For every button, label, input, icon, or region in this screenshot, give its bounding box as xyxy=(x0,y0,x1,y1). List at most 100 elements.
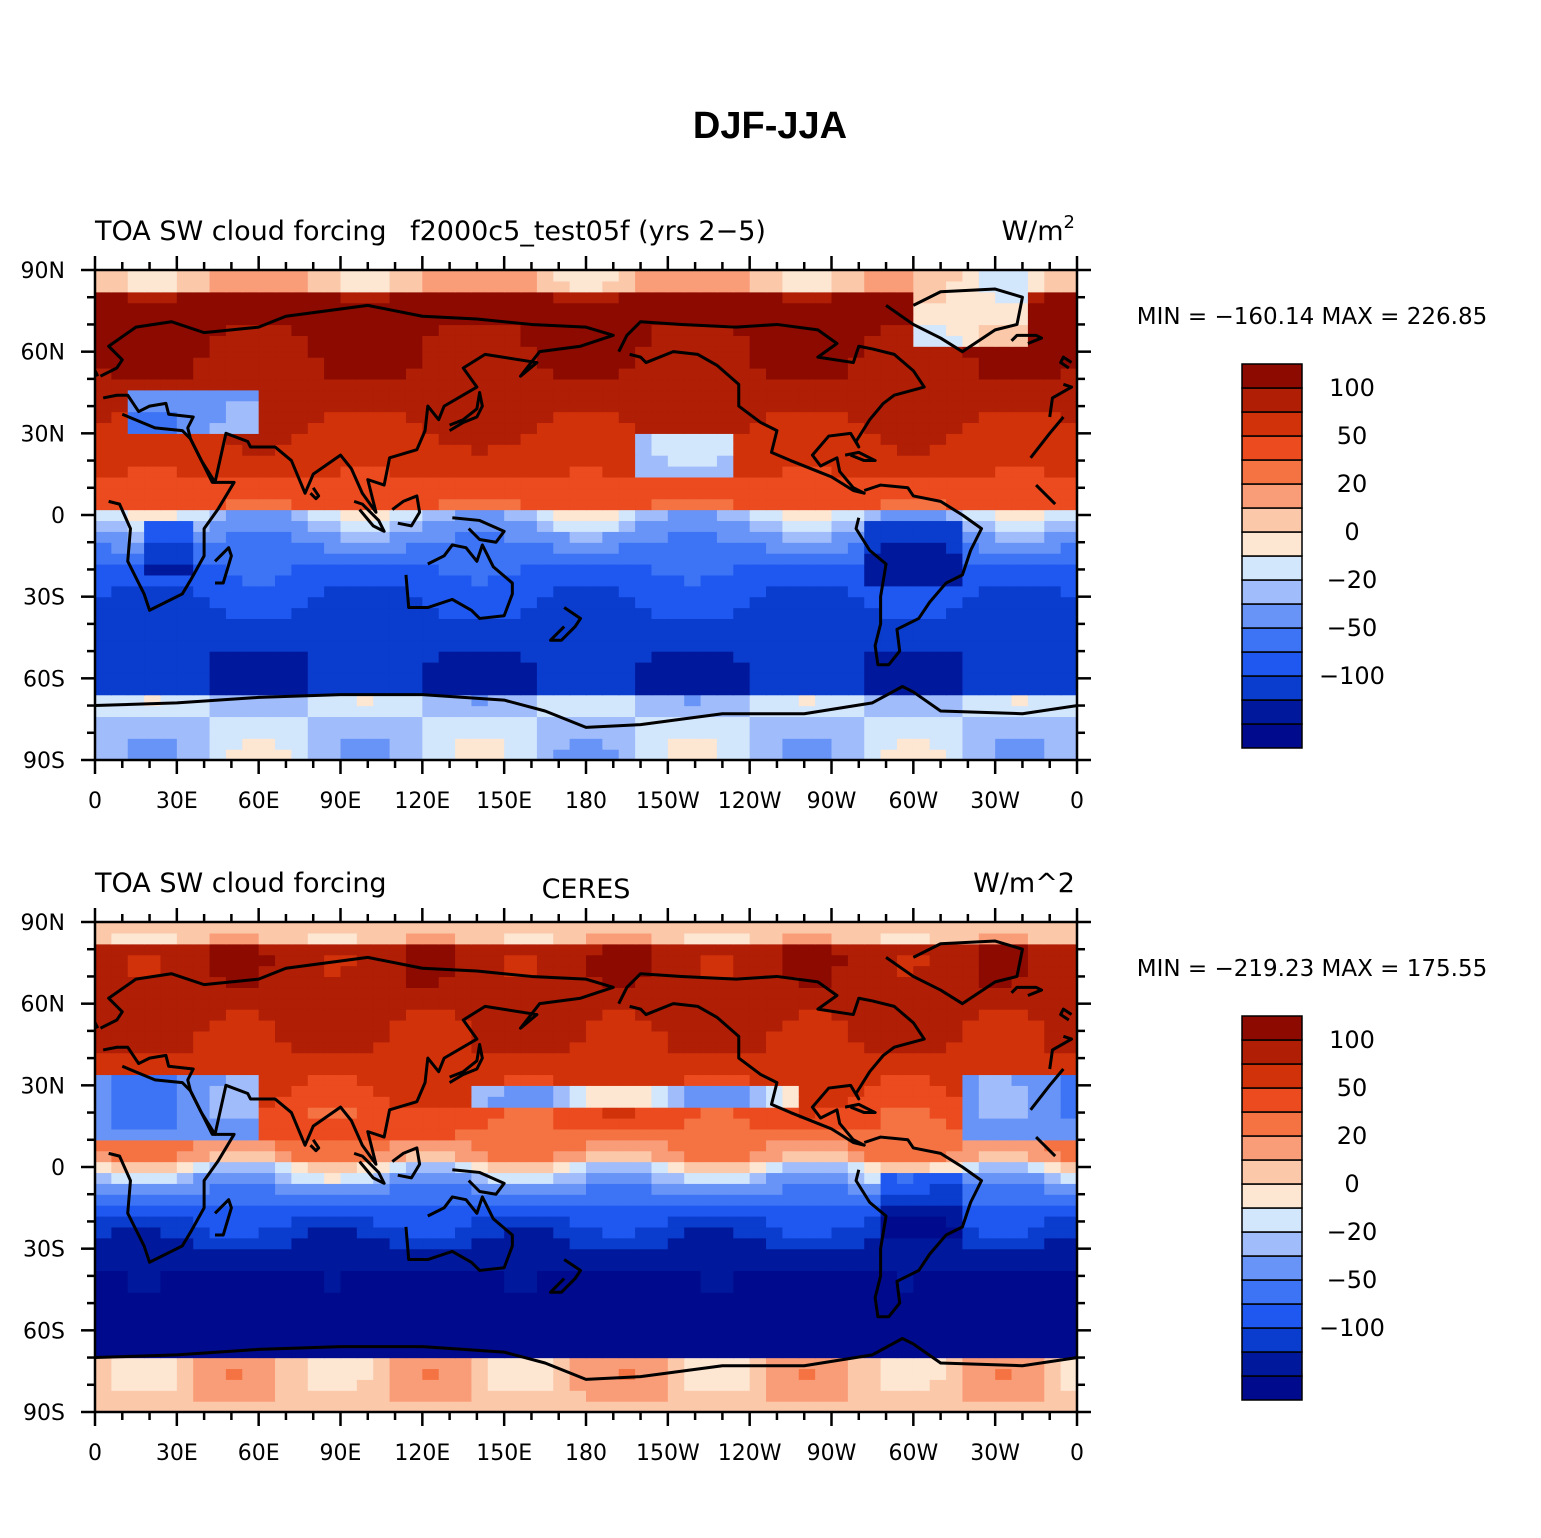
colorbar-swatch xyxy=(1241,1279,1303,1305)
colorbar-swatch xyxy=(1241,675,1303,701)
colorbar-swatch xyxy=(1241,1135,1303,1161)
panel-2-coastlines xyxy=(95,939,1077,1381)
panel-1-colorbar: −100 −50 −20 0 20 50 100 xyxy=(1241,363,1385,749)
colorbar-label: −100 xyxy=(1319,1314,1385,1342)
colorbar-swatch xyxy=(1241,507,1303,533)
panel-1-lon-label: 60W xyxy=(888,789,938,814)
colorbar-label: 100 xyxy=(1329,374,1375,402)
colorbar-label: 50 xyxy=(1337,1074,1368,1102)
panel-2-lon-label: 60E xyxy=(238,1441,280,1466)
colorbar-swatch xyxy=(1241,1111,1303,1137)
panel-2-stats: MIN = −219.23 MAX = 175.55 xyxy=(1137,956,1488,982)
colorbar-swatch xyxy=(1241,627,1303,653)
colorbar-label: −50 xyxy=(1327,1266,1378,1294)
colorbar-label: 20 xyxy=(1337,470,1368,498)
colorbar-swatch xyxy=(1241,531,1303,557)
colorbar-swatch xyxy=(1241,1207,1303,1233)
panel-2-lon-label: 60W xyxy=(888,1441,938,1466)
colorbar-swatch xyxy=(1241,651,1303,677)
panel-2-center-title: CERES xyxy=(542,874,631,905)
panel-1-stats: MIN = −160.14 MAX = 226.85 xyxy=(1137,304,1488,330)
colorbar-swatch xyxy=(1241,411,1303,437)
colorbar-swatch xyxy=(1241,555,1303,581)
colorbar-swatch xyxy=(1241,459,1303,485)
colorbar-swatch xyxy=(1241,1231,1303,1257)
panel-1-lat-label: 30N xyxy=(21,422,65,447)
panel-2-field xyxy=(95,922,1077,1412)
panel-2-units: W/m^2 xyxy=(973,868,1075,899)
colorbar-swatch xyxy=(1241,1327,1303,1353)
panel-1-lon-label: 60E xyxy=(238,789,280,814)
panel-1-coastlines xyxy=(95,287,1077,729)
panel-1-lat-label: 30S xyxy=(23,586,65,611)
colorbar-swatch xyxy=(1241,1063,1303,1089)
panel-2-lat-label: 90S xyxy=(23,1401,65,1426)
panel-1-center-title: f2000c5_test05f (yrs 2−5) xyxy=(410,216,766,247)
panel-2-ticks xyxy=(81,908,1091,1426)
colorbar-swatch xyxy=(1241,579,1303,605)
colorbar-swatch xyxy=(1241,603,1303,629)
colorbar-label: −50 xyxy=(1327,614,1378,642)
colorbar-swatch xyxy=(1241,1375,1303,1401)
colorbar-swatch xyxy=(1241,1351,1303,1377)
panel-2-lat-label: 60S xyxy=(23,1319,65,1344)
panel-1-lon-label: 90E xyxy=(320,789,362,814)
colorbar-swatch xyxy=(1241,363,1303,389)
panel-2: 0 30E 60E 90E 120E 150E 180 150W 120W 90W 60W 30W 09… xyxy=(21,868,1488,1466)
panel-2-lat-label: 60N xyxy=(21,993,65,1018)
panel-1-lon-label: 120E xyxy=(394,789,450,814)
panel-2-lat-label: 90N xyxy=(21,911,65,936)
colorbar-label: −20 xyxy=(1327,566,1378,594)
colorbar-swatch xyxy=(1241,1159,1303,1185)
panel-2-lon-label: 180 xyxy=(565,1441,607,1466)
colorbar-label: −20 xyxy=(1327,1218,1378,1246)
colorbar-label: 0 xyxy=(1344,1170,1359,1198)
panel-2-lon-label: 30W xyxy=(970,1441,1020,1466)
colorbar-swatch xyxy=(1241,1039,1303,1065)
colorbar-swatch xyxy=(1241,699,1303,725)
panel-1-lon-label: 0 xyxy=(1070,789,1084,814)
panel-1-lon-label: 90W xyxy=(807,789,857,814)
panel-1-lat-label: 60N xyxy=(21,341,65,366)
panel-1-lon-label: 150E xyxy=(476,789,532,814)
panel-1-lat-label: 90N xyxy=(21,259,65,284)
panel-2-lon-label: 0 xyxy=(88,1441,102,1466)
colorbar-label: 0 xyxy=(1344,518,1359,546)
panel-2-lon-label: 150W xyxy=(636,1441,700,1466)
colorbar-label: 50 xyxy=(1337,422,1368,450)
panel-2-lat-label: 30N xyxy=(21,1074,65,1099)
figure-title: DJF-JJA xyxy=(693,105,847,147)
panel-2-lon-label: 150E xyxy=(476,1441,532,1466)
colorbar-swatch xyxy=(1241,723,1303,749)
colorbar-swatch xyxy=(1241,483,1303,509)
colorbar-swatch xyxy=(1241,435,1303,461)
panel-2-left-title: TOA SW cloud forcing xyxy=(94,868,387,899)
panel-1-left-title: TOA SW cloud forcing xyxy=(94,216,387,247)
colorbar-swatch xyxy=(1241,1015,1303,1041)
panel-2-lon-label: 120E xyxy=(394,1441,450,1466)
panel-1-lat-label: 60S xyxy=(23,667,65,692)
panel-1-field xyxy=(95,270,1077,760)
colorbar-swatch xyxy=(1241,1303,1303,1329)
panel-1-lon-label: 30E xyxy=(156,789,198,814)
panel-2-lat-label: 0 xyxy=(51,1156,65,1181)
panel-1-lon-label: 180 xyxy=(565,789,607,814)
colorbar-swatch xyxy=(1241,1255,1303,1281)
panel-1-lon-label: 30W xyxy=(970,789,1020,814)
panel-2-colorbar: −100 −50 −20 0 20 50 100 xyxy=(1241,1015,1385,1401)
panel-1-ticks xyxy=(81,256,1091,774)
panel-2-lon-label: 30E xyxy=(156,1441,198,1466)
panel-1-lon-label: 150W xyxy=(636,789,700,814)
colorbar-label: 100 xyxy=(1329,1026,1375,1054)
panel-2-lat-label: 30S xyxy=(23,1238,65,1263)
colorbar-swatch xyxy=(1241,1183,1303,1209)
colorbar-label: −100 xyxy=(1319,662,1385,690)
panel-2-lon-label: 90W xyxy=(807,1441,857,1466)
colorbar-label: 20 xyxy=(1337,1122,1368,1150)
panel-2-lon-label: 120W xyxy=(718,1441,782,1466)
panel-1-lat-label: 0 xyxy=(51,504,65,529)
panel-2-lon-label: 0 xyxy=(1070,1441,1084,1466)
panel-1-lat-label: 90S xyxy=(23,749,65,774)
panel-1-lon-label: 0 xyxy=(88,789,102,814)
panel-1: 0 30E 60E 90E 120E 150E 180 150W 120W 90W 60W 30W 09… xyxy=(21,212,1488,814)
